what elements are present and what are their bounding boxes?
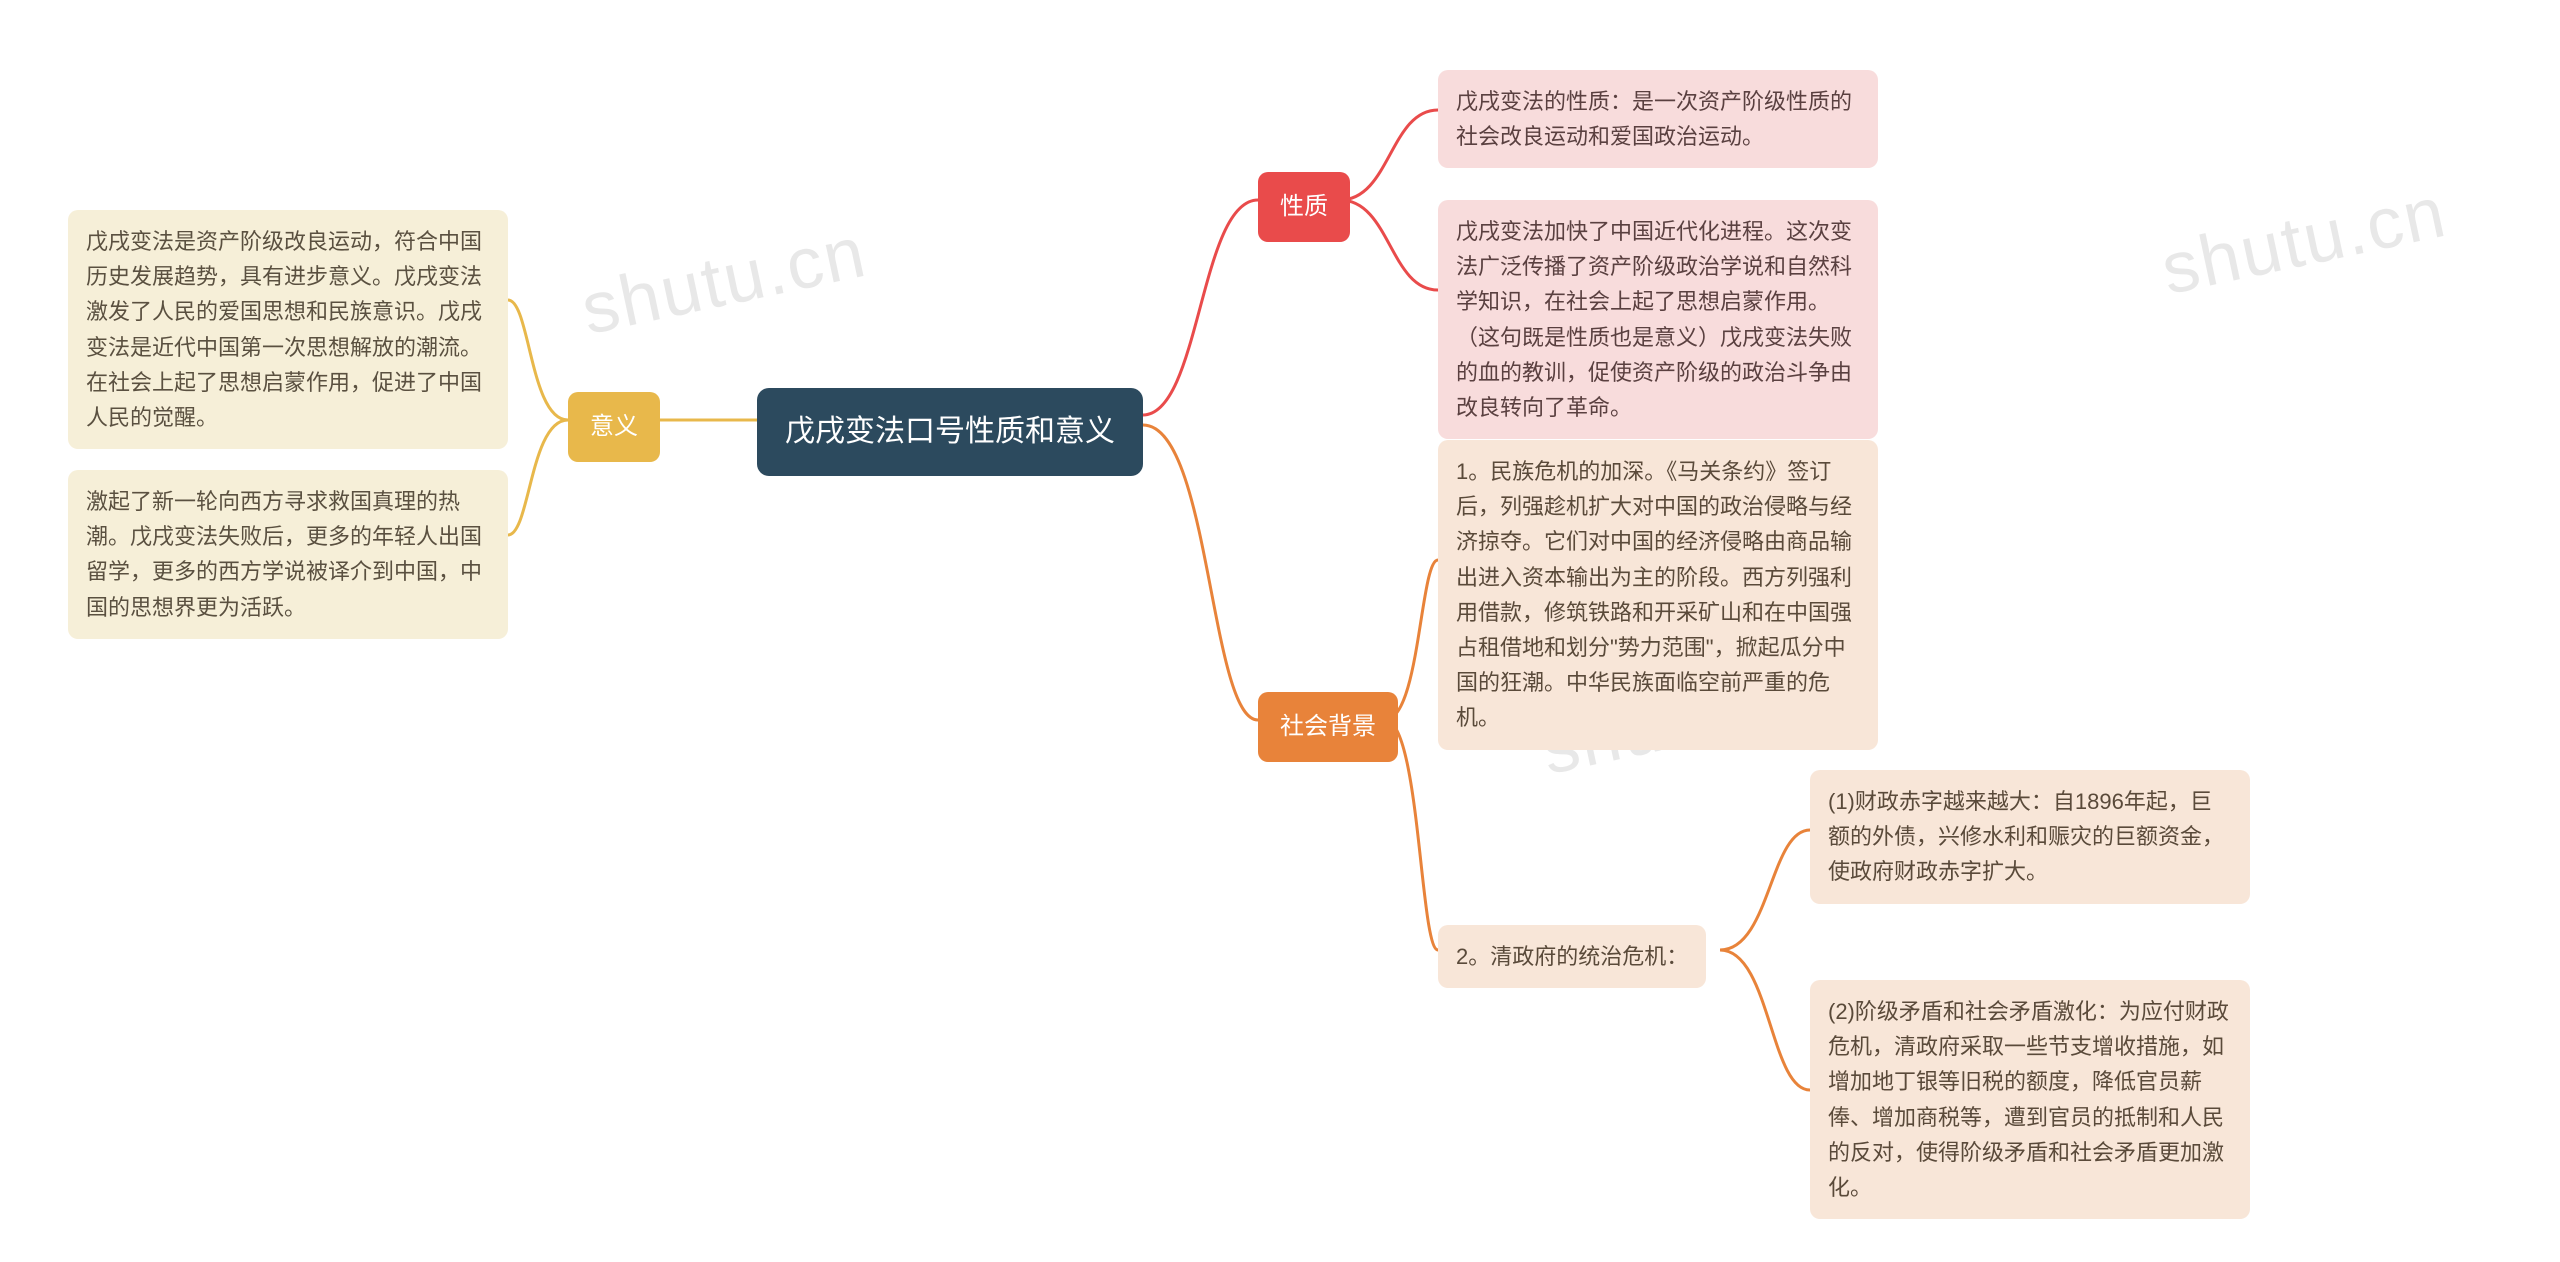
watermark: shutu.cn [2155, 171, 2454, 311]
leaf-meaning-2-text: 激起了新一轮向西方寻求救国真理的热潮。戊戌变法失败后，更多的年轻人出国留学，更多… [86, 489, 482, 620]
root-label: 戊戌变法口号性质和意义 [785, 415, 1115, 448]
branch-background-label: 社会背景 [1280, 713, 1376, 740]
branch-meaning: 意义 [568, 392, 660, 462]
watermark: shutu.cn [575, 211, 874, 351]
branch-meaning-label: 意义 [590, 413, 638, 440]
leaf-bg-2-2-text: (2)阶级矛盾和社会矛盾激化：为应付财政危机，清政府采取一些节支增收措施，如增加… [1828, 999, 2229, 1200]
leaf-bg-2-label: 2。清政府的统治危机： [1456, 944, 1688, 969]
branch-background: 社会背景 [1258, 692, 1398, 762]
leaf-bg-2-1: (1)财政赤字越来越大：自1896年起，巨额的外债，兴修水利和赈灾的巨额资金，使… [1810, 770, 2250, 904]
leaf-bg-2-2: (2)阶级矛盾和社会矛盾激化：为应付财政危机，清政府采取一些节支增收措施，如增加… [1810, 980, 2250, 1219]
leaf-meaning-1: 戊戌变法是资产阶级改良运动，符合中国历史发展趋势，具有进步意义。戊戌变法激发了人… [68, 210, 508, 449]
leaf-bg-2-1-text: (1)财政赤字越来越大：自1896年起，巨额的外债，兴修水利和赈灾的巨额资金，使… [1828, 789, 2224, 884]
leaf-meaning-2: 激起了新一轮向西方寻求救国真理的热潮。戊戌变法失败后，更多的年轻人出国留学，更多… [68, 470, 508, 639]
leaf-nature-1-text: 戊戌变法的性质：是一次资产阶级性质的社会改良运动和爱国政治运动。 [1456, 89, 1852, 149]
leaf-nature-2: 戊戌变法加快了中国近代化进程。这次变法广泛传播了资产阶级政治学说和自然科学知识，… [1438, 200, 1878, 439]
branch-nature: 性质 [1258, 172, 1350, 242]
leaf-bg-1: 1。民族危机的加深。《马关条约》签订后，列强趁机扩大对中国的政治侵略与经济掠夺。… [1438, 440, 1878, 750]
branch-nature-label: 性质 [1280, 193, 1328, 220]
leaf-meaning-1-text: 戊戌变法是资产阶级改良运动，符合中国历史发展趋势，具有进步意义。戊戌变法激发了人… [86, 229, 482, 430]
root-node: 戊戌变法口号性质和意义 [757, 388, 1143, 476]
leaf-bg-1-text: 1。民族危机的加深。《马关条约》签订后，列强趁机扩大对中国的政治侵略与经济掠夺。… [1456, 459, 1852, 730]
leaf-nature-1: 戊戌变法的性质：是一次资产阶级性质的社会改良运动和爱国政治运动。 [1438, 70, 1878, 168]
leaf-bg-2: 2。清政府的统治危机： [1438, 925, 1706, 988]
leaf-nature-2-text: 戊戌变法加快了中国近代化进程。这次变法广泛传播了资产阶级政治学说和自然科学知识，… [1456, 219, 1852, 420]
